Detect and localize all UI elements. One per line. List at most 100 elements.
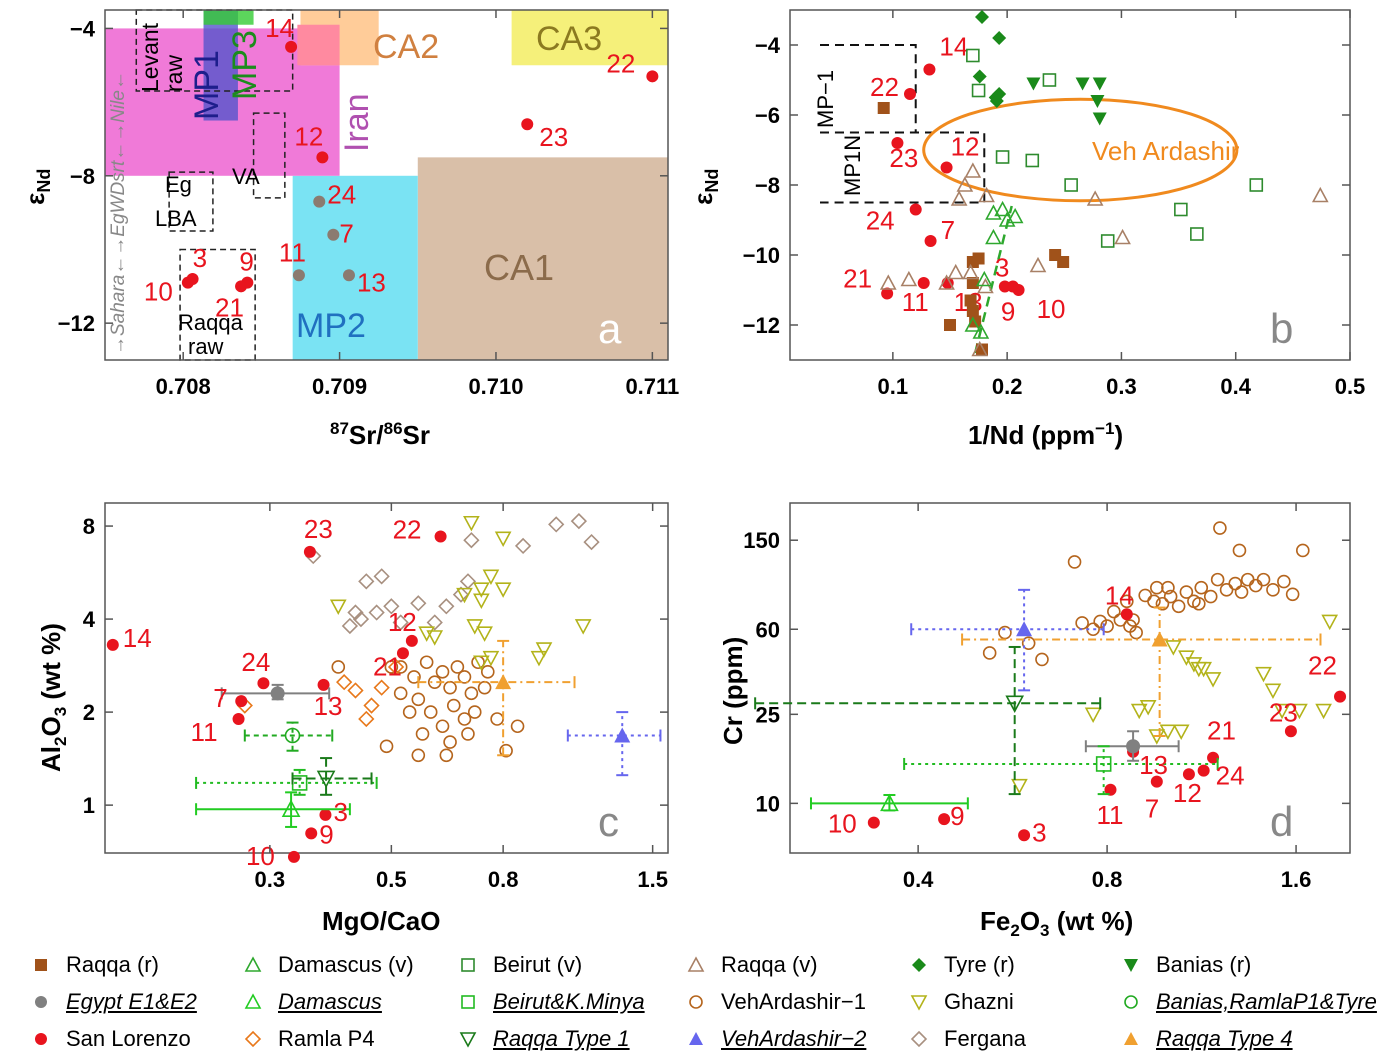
region-label-ca1: CA1: [484, 247, 554, 288]
point-vehardashir: [439, 748, 454, 763]
point-3: [319, 808, 332, 821]
point-11: [232, 712, 245, 725]
region-label-va: VA: [232, 164, 260, 189]
panel-b-points: 142223122472111133910: [843, 10, 1329, 357]
legend-label: Banias (r): [1156, 952, 1252, 977]
panel-a: MP1 MP3 CA2 CA3 Iran MP2 CA1 Levantraw V…: [20, 9, 679, 450]
point-fergana: [358, 573, 375, 590]
region-overlap: [297, 24, 340, 66]
panel-c-frame: [104, 502, 669, 854]
legend-marker-icon: [244, 956, 262, 972]
point-damascusv: [964, 316, 982, 332]
point-ghazni: [473, 655, 490, 671]
point-raqqav: [956, 176, 974, 192]
legend-label: VehArdashir−1: [721, 989, 866, 1014]
point-vehardashir: [435, 719, 450, 734]
point-vehardashir: [1240, 572, 1255, 587]
point-23: [521, 118, 534, 131]
legend-item: Raqqa Type 1: [457, 1022, 630, 1056]
point-10: [867, 816, 880, 829]
point-raqqar: [964, 294, 977, 307]
panel-a-points: 14 22 23 12 3 10 9 21 24 7 11 13: [144, 13, 659, 322]
point-label: 3: [995, 253, 1009, 283]
y-tick-label: 25: [756, 702, 780, 727]
point-vehardashir: [467, 705, 482, 719]
point-raqqav: [950, 190, 968, 206]
point-vehardashir: [480, 665, 495, 679]
point-beirutv: [995, 150, 1010, 164]
point-vehardashir: [461, 727, 475, 741]
point-label: 12: [388, 607, 417, 637]
panel-b-axes: 0.1 0.2 0.3 0.4 0.5 −4 −6 −8 −10 −12: [743, 10, 1365, 399]
point-22: [434, 530, 447, 543]
point-ghazni: [329, 599, 347, 615]
point-vehardashir: [331, 660, 346, 674]
point-vehardashir: [1100, 619, 1114, 633]
legend-label: San Lorenzo: [66, 1026, 191, 1051]
point-ghazni: [1273, 703, 1291, 720]
x-tick-label: 0.3: [1106, 374, 1137, 399]
dashed-region: [252, 112, 286, 199]
error-center: [1095, 756, 1112, 772]
point-ghazni: [426, 630, 444, 646]
legend-marker-icon: [1124, 995, 1138, 1009]
point-tyrer: [989, 94, 1004, 108]
error-center: [495, 674, 512, 690]
point-vehardashir: [435, 665, 450, 679]
panel-b: 142223122472111133910 0.10.20.30.40.5−4−…: [688, 9, 1365, 450]
bracket-region: [820, 131, 986, 204]
error-center: [880, 793, 899, 812]
point-vehardashir: [1232, 543, 1247, 558]
point-vehardashir: [490, 712, 504, 726]
x-tick-label: 0.3: [255, 867, 286, 892]
point-vehardashir: [384, 660, 399, 674]
legend-marker: [461, 995, 475, 1009]
point-ghazni: [1195, 661, 1212, 678]
point-beirutv: [1190, 227, 1204, 241]
error-center: [281, 799, 301, 818]
point-14: [106, 638, 119, 651]
legend-marker-icon: [1124, 1032, 1138, 1045]
point-fergana: [452, 586, 470, 603]
point-label: 10: [144, 277, 173, 307]
point-raqqav: [947, 263, 965, 280]
error-center: [1151, 631, 1168, 647]
point-9: [938, 813, 951, 826]
point-vehardashir: [1067, 555, 1082, 569]
point-vehardashir: [1266, 583, 1280, 597]
point-raqqar: [1057, 256, 1070, 268]
point-vehardashir: [1138, 588, 1153, 603]
legend-label: Ghazni: [944, 989, 1014, 1014]
point-vehardashir: [415, 727, 430, 741]
point-vehardashir: [1210, 572, 1225, 587]
point-label: 3: [333, 797, 347, 827]
legend-item: VehArdashir−2: [685, 1022, 866, 1056]
region-label-mp2: MP2: [296, 307, 366, 345]
panel-a-frame: [104, 9, 669, 361]
point-damascusv: [1006, 207, 1024, 224]
figure: MP1 MP3 CA2 CA3 Iran MP2 CA1 Levantraw V…: [20, 9, 1365, 940]
point-label: 24: [241, 647, 270, 677]
point-ghazni: [1321, 614, 1339, 631]
legend-marker: [35, 996, 47, 1008]
point-fergana: [426, 614, 443, 631]
point-raqqav: [879, 274, 897, 290]
point-tyrer: [992, 31, 1007, 45]
legend-item: Raqqa (r): [30, 948, 159, 982]
legend-marker-icon: [689, 1032, 703, 1045]
point-label: 24: [1216, 761, 1245, 791]
point-raqqar: [944, 319, 956, 331]
point-vehardashir: [443, 735, 457, 749]
point-label: 12: [294, 121, 323, 151]
panel-d-points: 22 23 14 13 21 12 24 7 11 9 10 3: [754, 521, 1347, 847]
point-14: [285, 40, 298, 53]
point-ghazni: [494, 582, 512, 598]
legend: Raqqa (r) Damascus (v) Beirut (v) Raqqa (v)…: [30, 948, 1377, 1056]
point-ramlap: [373, 679, 390, 696]
point-label: 11: [1096, 800, 1123, 830]
x-tick-label: 0.8: [1092, 867, 1123, 892]
point-ramlap: [336, 674, 353, 691]
point-beirutv: [1249, 178, 1264, 192]
legend-item: Egypt E1&E2: [30, 985, 197, 1019]
